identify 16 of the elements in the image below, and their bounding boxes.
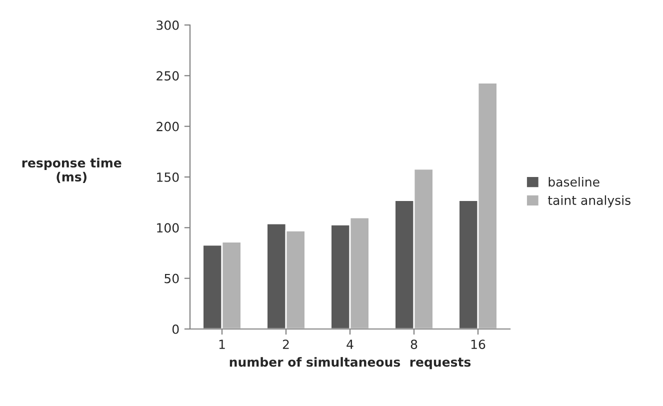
y-tick-label: 100 (157, 223, 179, 233)
x-tick-label: 8 (410, 340, 418, 350)
legend-label: baseline (548, 176, 600, 187)
legend-label: taint analysis (548, 195, 630, 208)
x-tick-label: 1 (219, 340, 225, 349)
y-tick-label: 300 (156, 20, 179, 30)
x-tick-label: 2 (282, 340, 289, 349)
x-tick-label: 16 (471, 340, 486, 350)
y-tick-label: 250 (156, 71, 179, 81)
y-tick-label: 200 (156, 122, 179, 132)
y-tick-label: 0 (172, 324, 179, 334)
y-tick-label: 50 (164, 274, 179, 284)
y-tick-label: 150 (157, 172, 179, 182)
x-tick-label: 4 (346, 340, 354, 349)
y-axis-title: response time (ms) (22, 158, 122, 184)
x-axis-title: number of simultaneous requests (230, 357, 471, 370)
